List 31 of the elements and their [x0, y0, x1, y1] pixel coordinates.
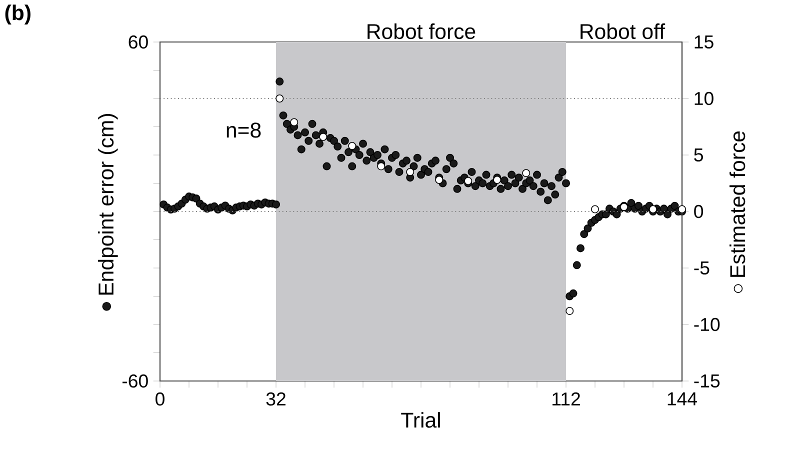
x-tick-label: 32 — [266, 392, 286, 406]
point — [464, 176, 472, 185]
x-tick-label: 144 — [668, 392, 698, 406]
point — [649, 205, 658, 214]
y2-tick-label: 0 — [694, 204, 704, 218]
x-axis-title: Trial — [401, 412, 440, 428]
point — [406, 168, 414, 176]
point — [377, 162, 386, 170]
point — [319, 132, 328, 141]
point — [290, 118, 298, 126]
y2-tick-label: 10 — [694, 92, 714, 106]
annotation: n=8 — [226, 122, 261, 138]
point — [522, 169, 530, 178]
x-tick-label: 0 — [156, 392, 164, 406]
chart-title: (b) — [5, 4, 30, 24]
point — [591, 205, 600, 214]
point — [348, 142, 356, 150]
x-tick-label: 112 — [552, 392, 580, 406]
y2-axis-title: Estimated force — [730, 131, 746, 277]
y2-tick-label: -15 — [694, 374, 720, 388]
y2-tick-label: 5 — [694, 148, 703, 162]
y-tick-label: -60 — [122, 374, 148, 388]
y2-tick-label: 15 — [694, 35, 714, 49]
band-label: Robot force — [368, 23, 476, 40]
y-axis-title: Endpoint error (cm) — [98, 114, 118, 295]
y2-tick-label: -5 — [694, 261, 710, 275]
y2-tick-label: -10 — [694, 318, 720, 332]
y-tick-label: 60 — [128, 35, 148, 49]
point — [678, 205, 686, 214]
text: Robot off — [580, 23, 666, 40]
point — [276, 94, 284, 103]
